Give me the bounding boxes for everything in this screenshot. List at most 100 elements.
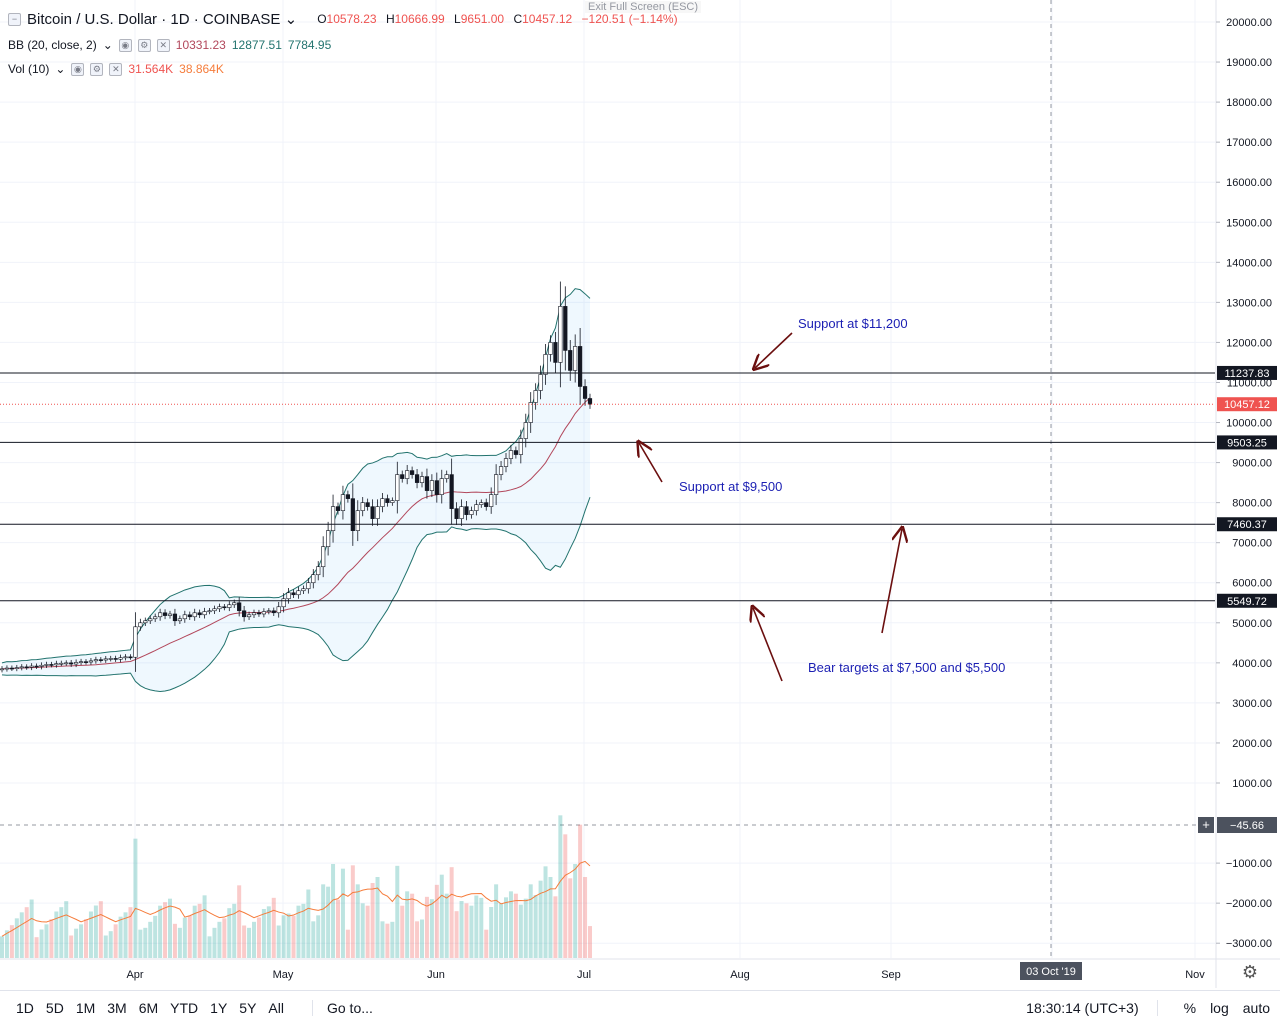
volume-bar: [237, 885, 242, 958]
support-line-label: 11237.83: [1224, 368, 1269, 380]
volume-bar: [232, 903, 237, 958]
gear-icon[interactable]: ⚙: [137, 38, 151, 52]
eye-icon[interactable]: ◉: [118, 38, 132, 52]
candle-body: [568, 350, 573, 371]
candle-body: [494, 474, 499, 495]
candle-body: [439, 478, 444, 495]
clock[interactable]: 18:30:14 (UTC+3): [1026, 1000, 1158, 1016]
close-icon[interactable]: ✕: [156, 38, 170, 52]
candle-body: [148, 618, 153, 622]
exit-fullscreen-hint[interactable]: Exit Full Screen (ESC): [585, 1, 702, 13]
volume-bar: [558, 815, 563, 958]
candle-body: [182, 614, 187, 620]
volume-bar: [59, 907, 64, 958]
time-axis-tick-label: Nov: [1185, 969, 1205, 981]
candle-body: [14, 667, 19, 669]
volume-bar: [553, 896, 558, 958]
volume-bar: [118, 916, 123, 958]
annotation-arrow: [753, 608, 783, 682]
timeframe-ytd[interactable]: YTD: [170, 999, 199, 1016]
candle-body: [513, 450, 518, 455]
volume-bar: [350, 865, 355, 958]
candle-body: [360, 502, 365, 511]
candle-body: [321, 546, 326, 568]
volume-bar: [306, 889, 311, 958]
annotation-support-11200: Support at $11,200: [798, 316, 908, 331]
candle-body: [74, 662, 79, 665]
timeframe-1y[interactable]: 1Y: [210, 999, 228, 1016]
candle-body: [83, 661, 89, 663]
candle-body: [29, 665, 34, 668]
candle-body: [350, 498, 355, 531]
vol-label[interactable]: Vol (10): [8, 62, 50, 76]
candle-body: [207, 610, 212, 613]
log-toggle[interactable]: log: [1210, 1000, 1229, 1016]
volume-bar: [266, 906, 271, 958]
close-icon[interactable]: ✕: [109, 62, 123, 76]
candle-body: [177, 618, 182, 622]
candle-body: [474, 504, 479, 511]
candle-body: [54, 663, 59, 666]
eye-icon[interactable]: ◉: [71, 62, 85, 76]
volume-bar: [528, 884, 533, 958]
candle-body: [380, 498, 385, 507]
candle-body: [143, 620, 148, 624]
last-price-label-bg: [1217, 397, 1277, 412]
timeframe-all[interactable]: All: [268, 999, 284, 1016]
timeframe-5y[interactable]: 5Y: [239, 999, 257, 1016]
bb-fill: [2, 288, 590, 692]
timeframe-3m[interactable]: 3M: [107, 999, 127, 1016]
timeframe-5d[interactable]: 5D: [45, 999, 64, 1016]
volume-bar: [301, 903, 306, 958]
settings-gear-icon[interactable]: ⚙: [1241, 962, 1258, 982]
candle-body: [24, 666, 29, 669]
add-alert-button[interactable]: [1198, 817, 1214, 833]
volume-bar: [79, 924, 84, 958]
candle-body: [424, 476, 430, 491]
volume-bar: [508, 891, 513, 958]
timeframe-buttons: 1D 5D 1M 3M 6M YTD 1Y 5Y All: [10, 1000, 290, 1016]
bb-lower-line: [1, 496, 591, 692]
volume-bar: [212, 927, 217, 958]
volume-bar: [385, 923, 390, 958]
percent-toggle[interactable]: %: [1183, 1000, 1197, 1016]
volume-bar: [489, 907, 494, 958]
symbol-name[interactable]: Bitcoin / U.S. Dollar · 1D · COINBASE ⌄: [27, 11, 298, 28]
candle-body: [227, 604, 232, 608]
candle-body: [0, 668, 5, 671]
volume-bar: [390, 921, 395, 958]
auto-toggle[interactable]: auto: [1242, 1000, 1270, 1016]
candle-body: [563, 306, 568, 351]
candle-body: [172, 613, 178, 622]
volume-bar: [588, 926, 592, 958]
minus-square-icon[interactable]: −: [8, 12, 21, 26]
candle-body: [414, 474, 420, 483]
candle-body: [301, 588, 306, 592]
candle-body: [246, 614, 252, 618]
timeframe-6m[interactable]: 6M: [138, 999, 159, 1016]
candle-body: [558, 306, 563, 363]
gear-icon[interactable]: ⚙: [90, 62, 104, 76]
volume-bar: [177, 927, 182, 958]
volume-bar: [168, 898, 172, 958]
volume-bar: [380, 921, 385, 958]
candle-body: [251, 612, 257, 616]
bb-label[interactable]: BB (20, close, 2): [8, 38, 97, 52]
timeframe-1m[interactable]: 1M: [75, 999, 96, 1016]
candle-body: [538, 374, 543, 391]
price-axis-tick-label: 2000.00: [1232, 738, 1272, 750]
volume-bar: [69, 935, 74, 958]
candle-body: [242, 610, 247, 618]
volume-bar: [400, 905, 405, 958]
timeframe-1d[interactable]: 1D: [16, 999, 34, 1016]
volume-bar: [163, 902, 168, 958]
volume-bar: [192, 905, 197, 958]
volume-bar: [513, 893, 518, 958]
volume-bar: [474, 895, 479, 958]
candle-body: [479, 502, 484, 505]
volume-bar: [548, 877, 553, 958]
goto-button[interactable]: Go to...: [311, 999, 373, 1016]
price-axis-tick-label: 12000.00: [1226, 337, 1272, 349]
volume-bar: [133, 838, 138, 958]
